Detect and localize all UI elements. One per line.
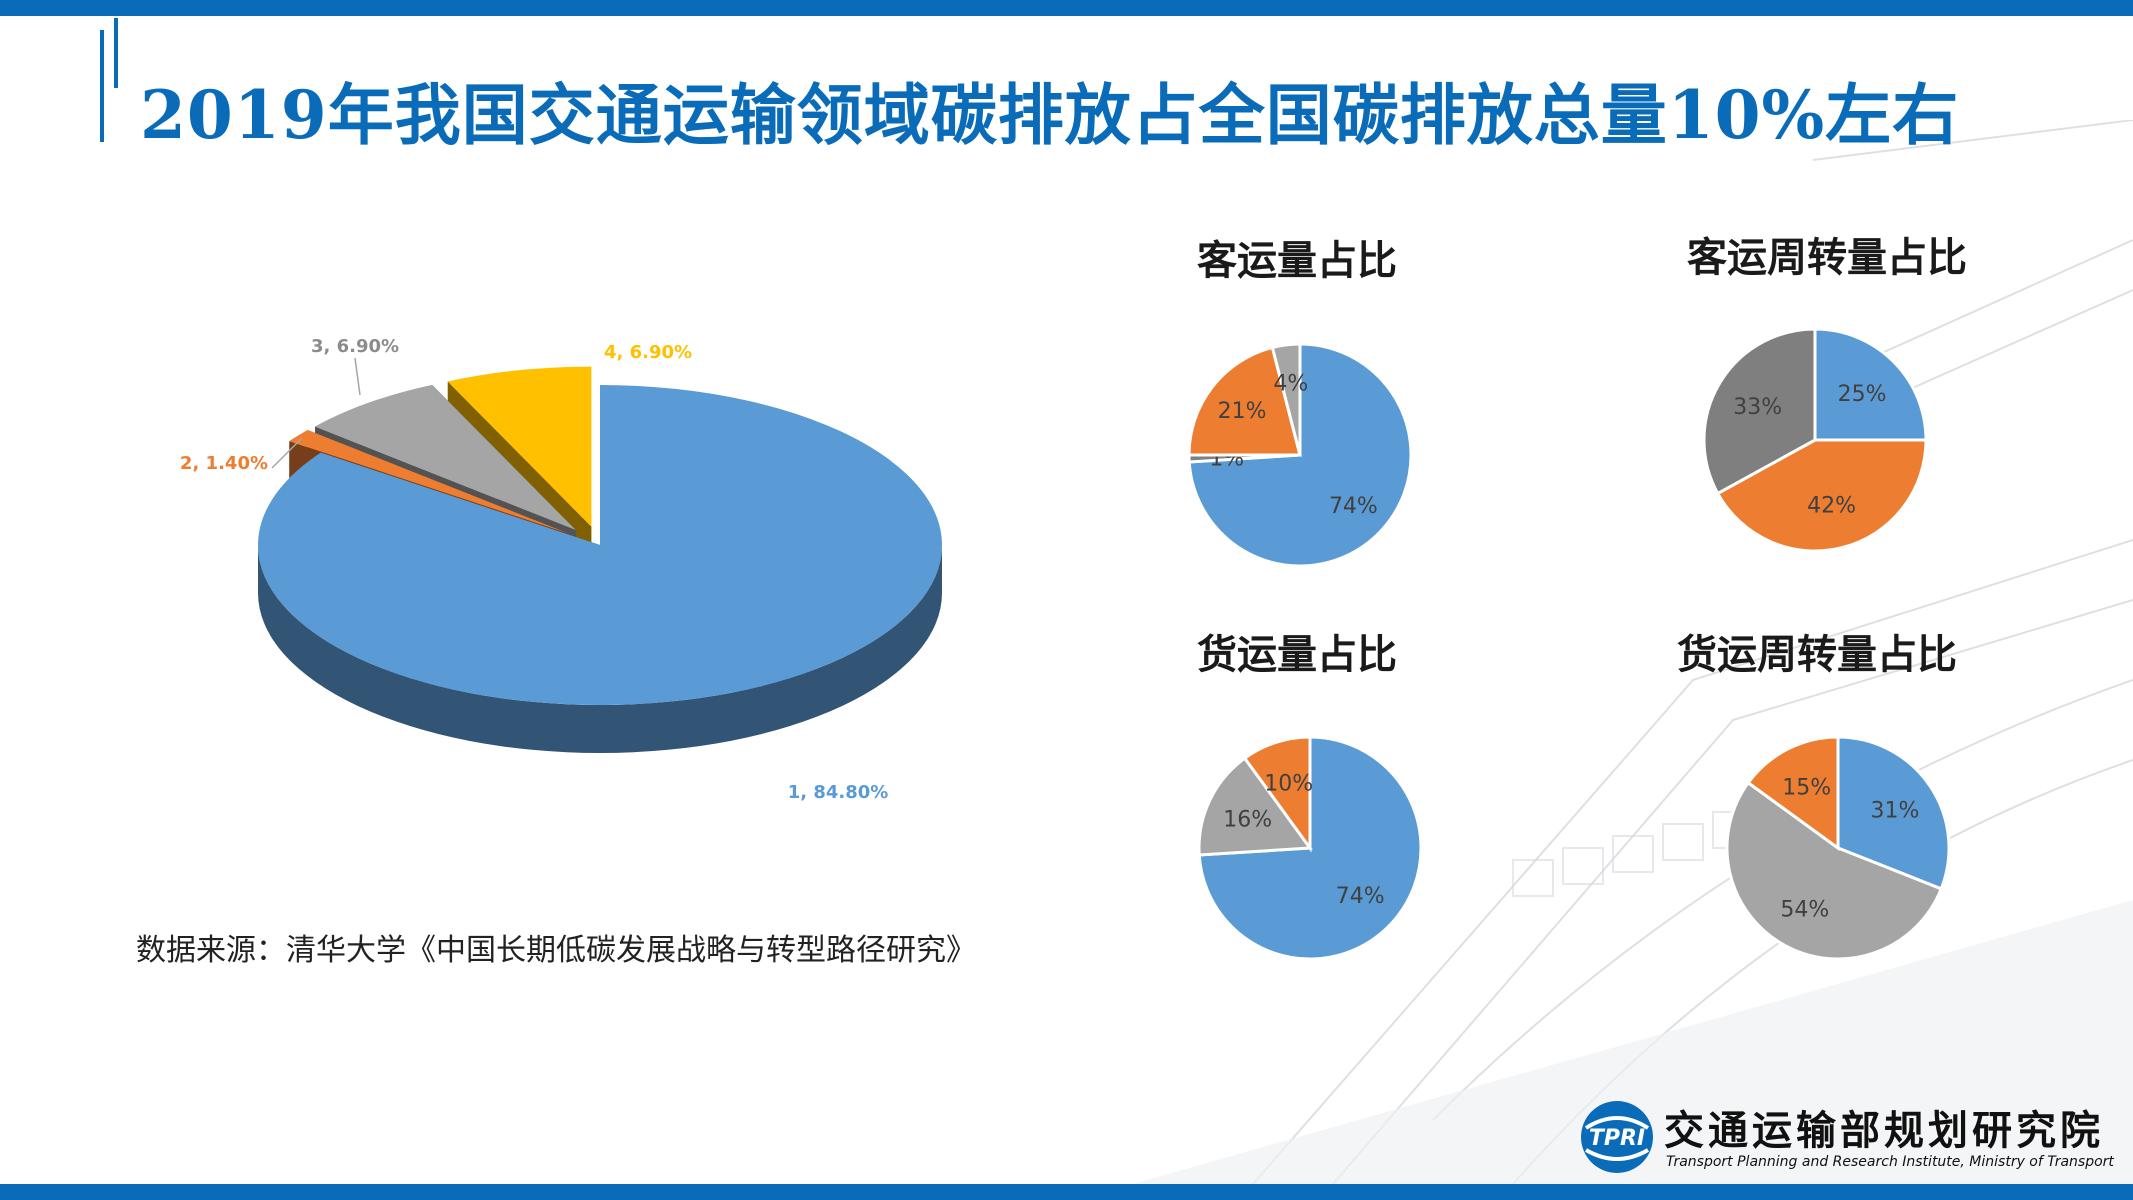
- pie-leader-line: [354, 357, 361, 396]
- pie-slice: [1187, 345, 1302, 457]
- pie-slice-label: 4, 6.90%: [604, 342, 692, 363]
- chart-title-freight-volume: 货运量占比: [1197, 632, 1397, 678]
- pie-chart-freight-turnover: 31% 54% 15%: [1725, 735, 1951, 961]
- pie-slice-label: 54%: [1780, 897, 1829, 922]
- pie-slice: [1242, 735, 1312, 853]
- chart-title-passenger-volume: 客运量占比: [1197, 238, 1397, 284]
- data-source-note: 数据来源：清华大学《中国长期低碳发展战略与转型路径研究》: [136, 933, 976, 968]
- pie-slice-label: 31%: [1870, 798, 1919, 823]
- pie-chart-freight-volume: 74% 16% 10%: [1197, 735, 1423, 961]
- emblem-text: TPRI: [1589, 1126, 1645, 1151]
- pie-slice-label: 74%: [1336, 884, 1385, 909]
- top-accent-bar: [0, 0, 2133, 16]
- pie-slice-label: 10%: [1264, 772, 1313, 797]
- chart-title-freight-turnover: 货运周转量占比: [1677, 632, 1957, 678]
- page-title: 2019年我国交通运输领域碳排放占全国碳排放总量10%左右: [140, 76, 1960, 154]
- pie-slice: [1197, 756, 1313, 857]
- pie-chart-passenger-volume: 74%1%21%4%: [1187, 342, 1413, 568]
- pie-slice-label: 2, 1.40%: [180, 453, 268, 474]
- chart-title-passenger-turnover: 客运周转量占比: [1687, 235, 1967, 281]
- pie-slice-label: 3, 6.90%: [311, 336, 399, 357]
- pie-slice-label: 4%: [1273, 371, 1308, 396]
- institute-logo: TPRI 交通运输部规划研究院 Transport Planning and R…: [1578, 1098, 2114, 1178]
- pie-slice-label: 74%: [1329, 494, 1378, 519]
- pie-slice-label: 33%: [1733, 395, 1782, 420]
- pie-slice-label: 1, 84.80%: [788, 782, 889, 803]
- pie-slice: [447, 366, 592, 527]
- pie-slice: [1836, 735, 1951, 891]
- bottom-accent-bar: [0, 1184, 2133, 1200]
- pie-slice: [1725, 780, 1944, 961]
- pie-slice-label: 21%: [1218, 399, 1267, 424]
- pie-slice: [258, 385, 943, 705]
- institute-name-en: Transport Planning and Research Institut…: [1666, 1154, 2114, 1170]
- pie-slice: [315, 384, 576, 531]
- pie-slice-label: 16%: [1223, 808, 1272, 833]
- pie-slice-label: 42%: [1807, 494, 1856, 519]
- pie-leader-line: [271, 437, 303, 469]
- pie-slice-label: 25%: [1838, 382, 1887, 407]
- pie-slice: [1270, 342, 1302, 456]
- pie-slice: [1715, 438, 1928, 553]
- title-accent-line: [100, 30, 104, 142]
- pie-slice-label: 15%: [1782, 776, 1831, 801]
- pie-chart-passenger-turnover: 25% 42% 33%: [1702, 327, 1928, 553]
- pie-slice-side: [258, 545, 942, 753]
- pie-slice: [289, 429, 569, 534]
- title-accent-line-2: [114, 18, 118, 88]
- pie-slice: [1746, 735, 1840, 851]
- institute-emblem-icon: TPRI: [1581, 1101, 1653, 1173]
- pie-slice: [1702, 327, 1817, 496]
- pie-slice: [1813, 327, 1928, 442]
- main-pie-chart: 1, 84.80% 2, 1.40% 3, 6.90% 4, 6.90%: [180, 336, 943, 803]
- institute-name-cn: 交通运输部规划研究院: [1664, 1108, 2104, 1154]
